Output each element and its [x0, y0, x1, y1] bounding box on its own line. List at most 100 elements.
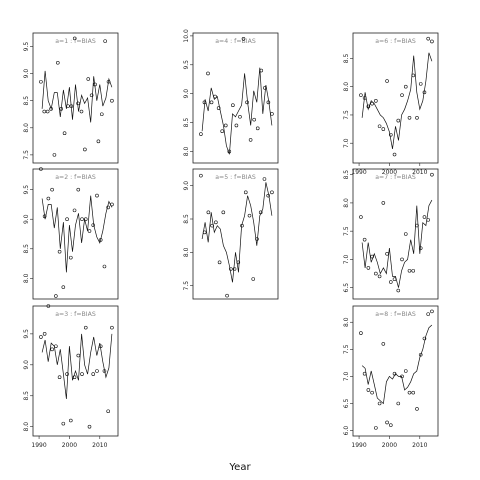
observed-point — [258, 210, 263, 215]
observed-point — [59, 107, 63, 111]
observed-point — [57, 375, 62, 379]
observed-point — [411, 268, 416, 273]
observed-point — [400, 374, 404, 379]
observed-point — [362, 371, 367, 376]
observed-point — [359, 215, 363, 219]
observed-point — [46, 196, 51, 201]
observed-point — [426, 312, 430, 316]
panel-frame — [192, 32, 279, 164]
observed-point — [359, 331, 363, 335]
panel-2: a=2 : f=BIAS 8.0 8.5 9.0 9.5 — [23, 167, 119, 300]
series-line — [361, 52, 433, 149]
observed-point — [65, 372, 69, 376]
observed-point — [389, 132, 393, 137]
x-tick-label: 1990 — [351, 442, 366, 449]
observed-point — [385, 79, 389, 83]
observed-point — [69, 104, 74, 108]
observed-point — [381, 342, 386, 346]
panel-title: a=7 : f=BIAS — [375, 174, 416, 181]
observed-point — [76, 353, 81, 358]
panel-frame — [352, 305, 439, 437]
y-tick-label: 7.0 — [343, 371, 350, 381]
observed-point — [80, 217, 84, 222]
observed-point — [106, 409, 110, 414]
observed-point — [430, 39, 434, 44]
observed-point — [430, 172, 434, 177]
observed-point — [407, 268, 412, 273]
y-tick-label: 10.0 — [183, 29, 190, 43]
observed-point — [223, 123, 228, 128]
observed-point — [102, 369, 107, 373]
observed-point — [93, 82, 97, 87]
y-tick-label: 6.0 — [343, 426, 350, 436]
y-tick-label: 8.0 — [343, 82, 350, 92]
observed-point — [407, 390, 412, 395]
observed-point — [396, 118, 401, 123]
observed-point — [209, 100, 214, 105]
y-tick-label: 9.5 — [23, 42, 30, 52]
observed-point — [415, 115, 419, 120]
observed-point — [411, 390, 416, 395]
observed-point — [415, 407, 419, 411]
observed-point — [220, 129, 225, 134]
observed-point — [206, 71, 210, 76]
y-tick-label: 9.0 — [23, 214, 30, 224]
observed-point — [366, 388, 371, 392]
x-tick-label: 1990 — [31, 442, 46, 449]
observed-point — [98, 344, 103, 349]
observed-point — [418, 82, 423, 86]
observed-point — [262, 177, 267, 181]
observed-point — [381, 201, 386, 205]
observed-point — [76, 187, 81, 192]
y-tick-label: 8.5 — [23, 244, 30, 254]
observed-point — [54, 344, 58, 349]
y-tick-label: 8.5 — [343, 170, 350, 180]
observed-point — [83, 147, 87, 152]
observed-point — [199, 132, 203, 136]
panel-4: a=4 : f=BIAS 8.0 8.5 9.0 9.5 10.0 — [183, 29, 279, 164]
observed-point — [72, 375, 77, 379]
y-tick-label: 8.0 — [23, 123, 30, 133]
observed-point — [389, 280, 393, 284]
series-line — [41, 333, 113, 399]
series-line — [201, 182, 273, 283]
observed-point — [50, 187, 54, 192]
observed-point — [110, 98, 114, 103]
panel-5: a=5 : f=BIAS 7.5 8.0 8.5 9.0 — [183, 168, 279, 300]
x-tick-label: 2000 — [382, 442, 397, 449]
observed-point — [42, 109, 47, 114]
observed-point — [69, 418, 73, 423]
observed-point — [214, 220, 218, 225]
panel-8: a=8 : f=BIAS 6.0 6.5 7.0 7.5 8.0 1990 2000 2010 — [343, 305, 439, 449]
panel-3: a=3 : f=BIAS 8.0 8.5 9.0 9.5 1990 2000 2010 — [23, 304, 119, 449]
observed-point — [243, 190, 248, 195]
observed-point — [385, 420, 389, 425]
observed-point — [50, 347, 54, 352]
observed-point — [422, 215, 427, 219]
observed-point — [252, 117, 256, 122]
y-tick-label: 7.0 — [343, 254, 350, 264]
observed-point — [422, 336, 427, 341]
observed-point — [39, 79, 43, 84]
observed-point — [39, 335, 43, 339]
observed-point — [95, 369, 99, 373]
observed-point — [377, 401, 382, 406]
y-tick-label: 9.5 — [23, 329, 30, 339]
panel-frame — [32, 168, 119, 300]
observed-point — [392, 277, 397, 282]
series-line — [361, 324, 433, 405]
observed-point — [96, 139, 101, 144]
series-line — [361, 199, 433, 288]
observed-point — [72, 208, 77, 213]
observed-point — [102, 264, 107, 269]
y-tick-label: 8.0 — [343, 198, 350, 208]
observed-point — [99, 112, 104, 117]
x-tick-label: 2010 — [92, 442, 107, 449]
observed-point — [415, 223, 419, 228]
observed-point — [91, 223, 96, 227]
observed-point — [221, 210, 226, 215]
x-tick-label: 2010 — [412, 442, 427, 449]
panel-frame — [32, 32, 119, 164]
panel-6: a=6 : f=BIAS 7.0 7.5 8.0 8.5 1990 2000 2010 — [343, 32, 439, 176]
panel-title: a=5 : f=BIAS — [215, 174, 256, 181]
